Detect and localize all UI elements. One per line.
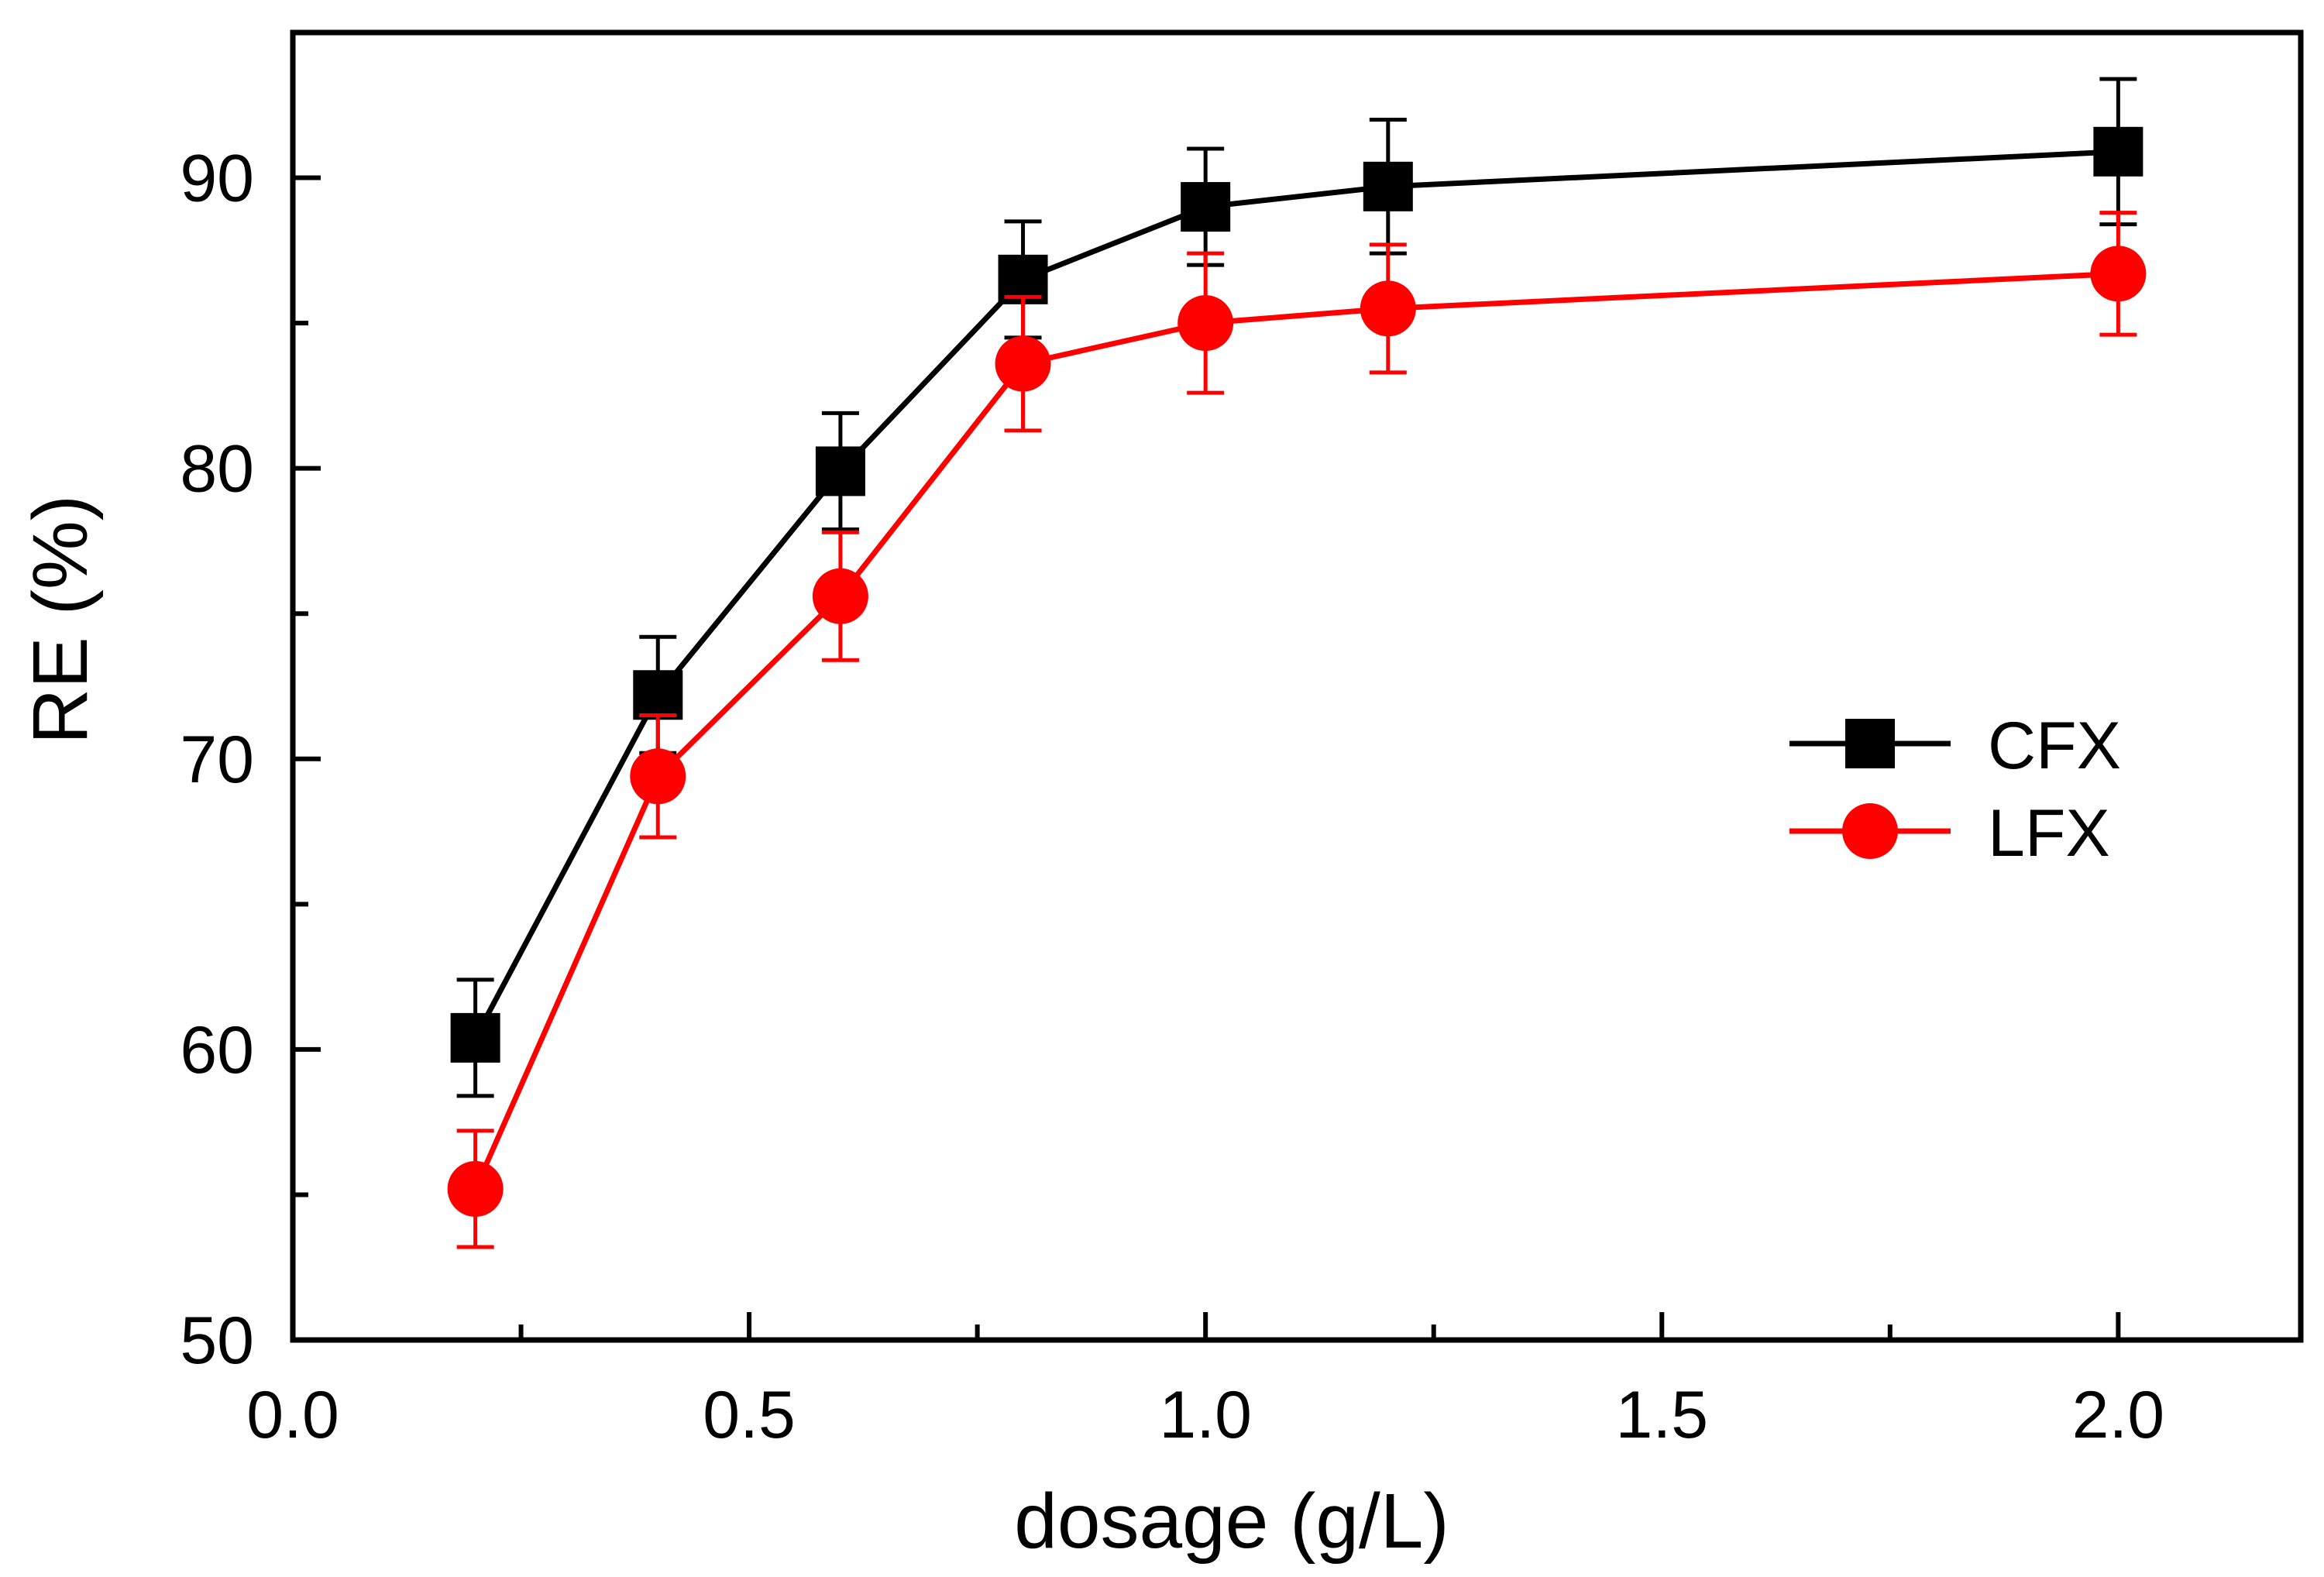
legend-label: LFX (1988, 796, 2110, 871)
data-point-lfx (1360, 280, 1416, 337)
y-tick-label: 70 (180, 723, 254, 797)
y-tick-label: 50 (180, 1304, 254, 1378)
legend-label: CFX (1988, 709, 2121, 783)
y-tick-label: 60 (180, 1013, 254, 1087)
series-lfx (447, 211, 2147, 1249)
y-axis-title: RE (%) (17, 495, 104, 744)
data-point-cfx (450, 1012, 500, 1063)
data-point-cfx (633, 670, 683, 720)
data-point-lfx (1177, 295, 1234, 352)
legend-marker (1842, 803, 1898, 859)
plot-frame (290, 29, 2304, 1343)
data-point-lfx (812, 568, 868, 624)
data-point-lfx (2090, 246, 2147, 302)
x-axis-title: dosage (g/L) (1014, 1478, 1449, 1565)
legend-item-cfx: CFX (1789, 709, 2121, 783)
series-layer (447, 77, 2147, 1249)
y-tick-label: 80 (180, 432, 254, 507)
x-axis: 0.0 0.5 1.0 1.5 2.0 (246, 1312, 2164, 1452)
data-point-lfx (630, 748, 686, 805)
legend-item-lfx: LFX (1789, 796, 2110, 871)
legend: CFX LFX (1789, 709, 2121, 871)
data-point-lfx (447, 1160, 504, 1217)
data-point-cfx (2093, 126, 2144, 177)
data-point-cfx (1363, 161, 1413, 211)
series-cfx (450, 77, 2144, 1098)
x-tick-label: 2.0 (2072, 1378, 2165, 1452)
data-point-lfx (995, 335, 1051, 392)
x-tick-label: 0.5 (703, 1378, 796, 1452)
y-tick-label: 90 (180, 142, 254, 216)
data-point-cfx (1181, 182, 1231, 232)
data-point-cfx (815, 446, 865, 496)
x-tick-label: 1.0 (1159, 1378, 1252, 1452)
y-axis: 50 60 70 80 90 (180, 142, 321, 1378)
legend-marker (1845, 719, 1895, 768)
x-tick-label: 0.0 (246, 1378, 339, 1452)
x-tick-label: 1.5 (1615, 1378, 1708, 1452)
